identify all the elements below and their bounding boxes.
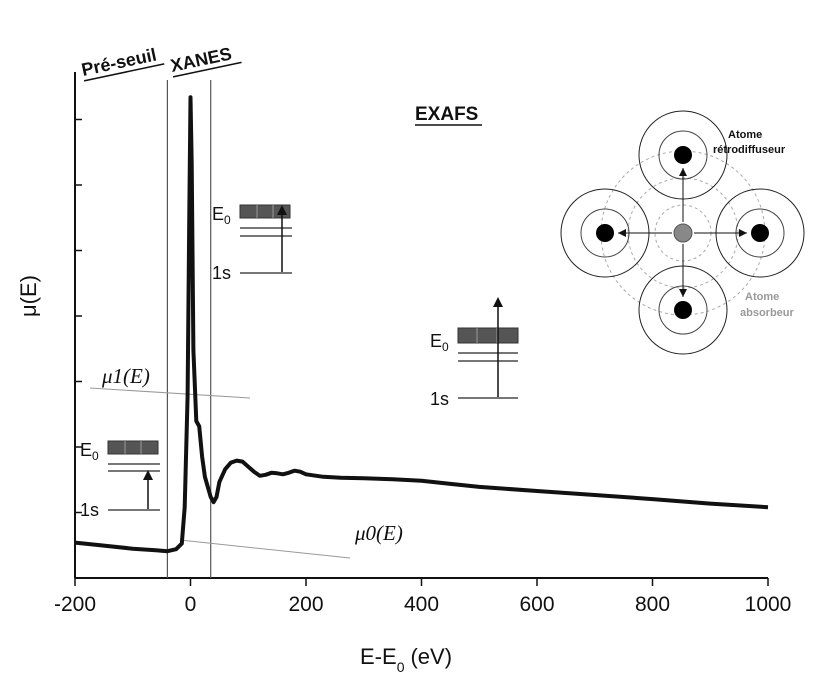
x-tick-label: 800 [635, 593, 670, 616]
region-label-exafs: EXAFS [415, 104, 478, 125]
core-level-label: 1s [80, 500, 99, 520]
x-tick-label: 600 [519, 593, 554, 616]
mu0-line [179, 539, 351, 559]
absorber-atom-label-1: Atome [745, 291, 779, 303]
mu1-line [89, 387, 251, 399]
energy-diagram-exafs: E0 1s [430, 297, 519, 409]
backscatter-atom [596, 224, 614, 242]
region-label-preseuil-underline [83, 63, 165, 82]
e0-label: E0 [212, 204, 231, 227]
backscatter-atom [751, 224, 769, 242]
absorber-atom [673, 223, 693, 243]
backscatter-atom-label-1: Atome [728, 129, 762, 141]
x-tick-label: 1000 [745, 593, 792, 616]
arrow-head [618, 229, 626, 237]
backscatter-atom [674, 301, 692, 319]
band-block [457, 327, 519, 344]
region-label-xanes-group: XANES [169, 43, 242, 78]
arrow-head [143, 470, 153, 480]
energy-diagram-xanes: E0 1s [212, 204, 292, 283]
energy-diagram-preedge: E0 1s [80, 440, 160, 520]
arrow-head [277, 205, 287, 215]
region-label-preseuil-group: Pré-seuil [80, 45, 165, 82]
region-label-preseuil: Pré-seuil [80, 45, 159, 80]
x-tick-label: 0 [185, 593, 197, 616]
band-block [107, 440, 159, 455]
atom-scattering-diagram: Atome rétrodiffuseur Atome absorbeur [560, 110, 805, 355]
y-axis-title: μ(E) [16, 275, 41, 317]
absorber-atom-label-2: absorbeur [740, 307, 795, 319]
backscatter-atom [674, 146, 692, 164]
region-label-xanes-underline [172, 61, 242, 78]
arrow-head [679, 168, 687, 176]
mu1-label: μ1(E) [101, 364, 150, 388]
arrow-head [493, 297, 503, 307]
e0-label: E0 [430, 331, 449, 354]
e0-label: E0 [80, 440, 99, 463]
core-level-label: 1s [430, 389, 449, 409]
backscatter-atom-label-2: rétrodiffuseur [713, 144, 786, 156]
x-axis-title: E-E0 (eV) [360, 644, 452, 675]
x-tick-label: 400 [404, 593, 439, 616]
arrow-head [679, 289, 687, 297]
x-axis-title-sub: 0 [397, 659, 405, 675]
x-axis-title-unit: (eV) [410, 644, 452, 669]
core-level-label: 1s [212, 263, 231, 283]
arrow-head [739, 229, 747, 237]
x-tick-label: -200 [54, 593, 96, 616]
x-axis-title-main: E-E [360, 644, 397, 669]
y-axis-ticks [75, 118, 82, 579]
x-tick-label: 200 [288, 593, 323, 616]
x-axis-ticks: -200 0 200 400 600 800 1000 [54, 578, 791, 616]
mu0-label: μ0(E) [354, 521, 403, 545]
absorption-spectrum-line [74, 95, 769, 554]
